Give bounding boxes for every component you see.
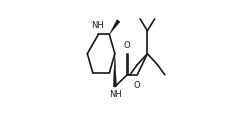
Text: O: O	[134, 81, 140, 90]
Text: O: O	[124, 41, 130, 50]
Polygon shape	[109, 20, 120, 34]
Polygon shape	[113, 54, 116, 87]
Text: NH: NH	[109, 90, 122, 99]
Text: NH: NH	[92, 21, 104, 30]
